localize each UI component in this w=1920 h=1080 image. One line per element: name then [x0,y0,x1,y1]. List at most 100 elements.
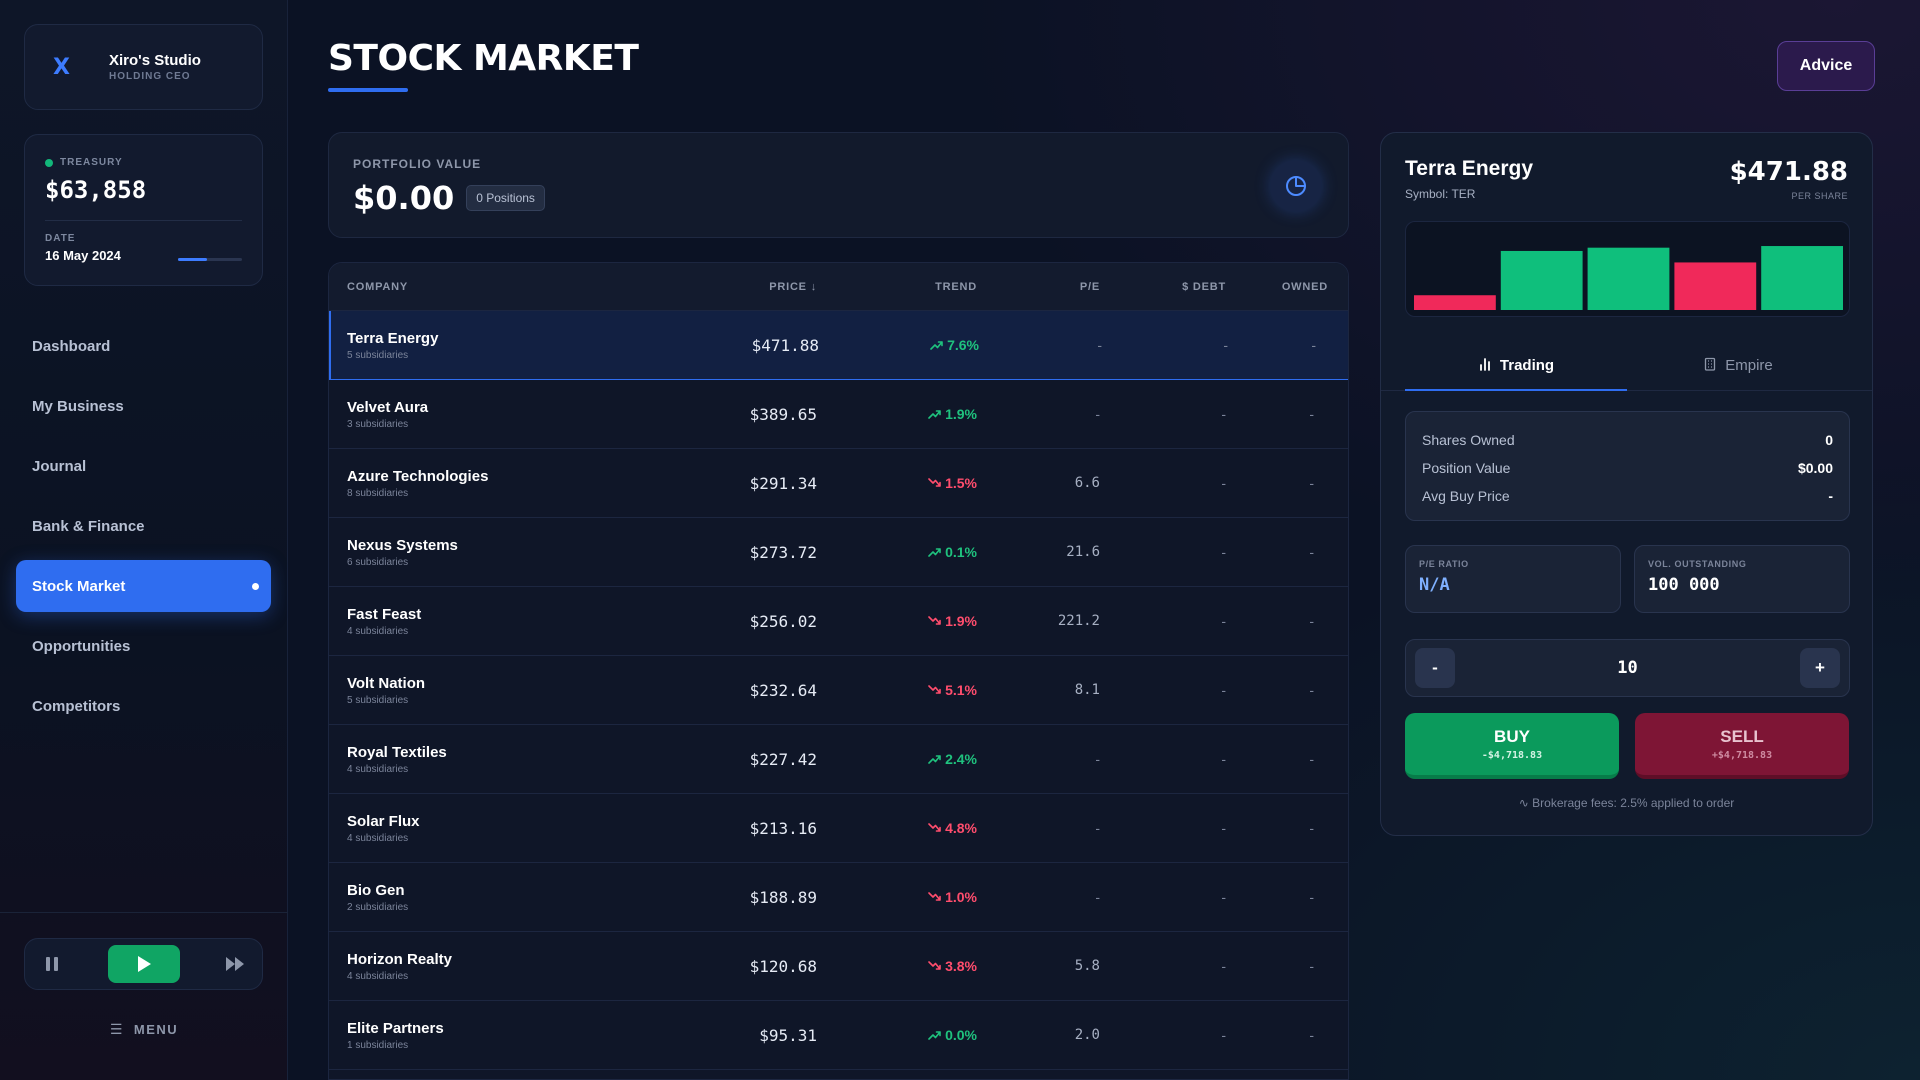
stat-label: Position Value [1422,460,1511,476]
sidebar-item-label: Bank & Finance [32,517,145,535]
tab-empire[interactable]: Empire [1627,341,1849,390]
brokerage-fees-note: ∿ Brokerage fees: 2.5% applied to order [1381,796,1872,810]
sidebar-item-label: Opportunities [32,637,131,655]
sidebar-item-my-business[interactable]: My Business [16,380,271,432]
activity-icon: ∿ [1518,796,1529,810]
studio-card[interactable]: X Xiro's Studio HOLDING CEO [24,24,263,110]
sidebar-item-opportunities[interactable]: Opportunities [16,620,271,672]
stat-row: Shares Owned 0 [1422,426,1833,454]
price-cell: $120.68 [749,956,817,976]
sell-button[interactable]: SELL +$4,718.83 [1635,713,1849,779]
treasury-card: TREASURY $63,858 DATE 16 May 2024 [24,134,263,286]
company-cell: Terra Energy 5 subsidiaries [331,330,711,361]
trend-cell: 0.1% [817,544,977,560]
table-header: COMPANY PRICE ↓ TREND P/E $ DEBT OWNED [329,263,1348,311]
tab-label: Trading [1499,357,1555,374]
sidebar-item-journal[interactable]: Journal [16,440,271,492]
studio-logo: X [53,54,70,80]
sidebar: X Xiro's Studio HOLDING CEO TREASURY $63… [0,0,288,1080]
trend-value: 1.9% [945,406,977,422]
pause-button[interactable] [31,945,73,983]
sidebar-item-label: Journal [32,457,87,475]
company-subsidiaries: 1 subsidiaries [347,1039,409,1051]
pe-cell: - [1095,751,1100,767]
date-value: 16 May 2024 [45,248,121,263]
price-header-label: PRICE [769,280,807,293]
table-row[interactable]: Fast Feast 4 subsidiaries $256.02 1.9% 221.… [329,587,1348,656]
trend-value: 7.6% [947,337,979,353]
col-header-owned[interactable]: OWNED [1281,280,1328,293]
pause-icon [46,957,58,971]
col-header-pe[interactable]: P/E [1079,280,1100,293]
trend-up-icon [928,1027,941,1043]
table-row[interactable]: Horizon Realty 4 subsidiaries $120.68 3.8%… [329,932,1348,1001]
trend-value: 2.4% [945,751,977,767]
owned-cell: - [1309,544,1314,560]
sidebar-item-label: Dashboard [32,337,111,355]
company-subsidiaries: 3 subsidiaries [347,418,409,430]
stat-row: Position Value $0.00 [1422,454,1833,482]
stat-row: Avg Buy Price - [1422,482,1833,510]
sell-label: SELL [1720,727,1764,746]
trend-cell: 1.9% [817,406,977,422]
hamburger-icon: ☰ [109,1021,124,1037]
decrement-button[interactable]: - [1415,648,1455,688]
company-subsidiaries: 5 subsidiaries [347,349,409,361]
company-subsidiaries: 4 subsidiaries [347,970,409,982]
table-row[interactable]: Elite Partners 1 subsidiaries $95.31 0.0% 2… [329,1001,1348,1070]
sidebar-item-competitors[interactable]: Competitors [16,680,271,732]
sort-down-icon: ↓ [810,280,817,293]
col-header-trend[interactable]: TREND [935,280,977,293]
sidebar-item-dashboard[interactable]: Dashboard [16,320,271,372]
detail-company-name: Terra Energy [1405,157,1533,180]
table-row[interactable]: Volt Nation 5 subsidiaries $232.64 5.1% 8.1… [329,656,1348,725]
advice-button[interactable]: Advice [1777,41,1875,91]
stock-table: COMPANY PRICE ↓ TREND P/E $ DEBT OWNED T… [328,262,1349,1080]
pie-chart-button[interactable] [1270,160,1322,212]
sidebar-bottom: ☰ MENU [0,912,288,1080]
table-row[interactable]: Nexus Systems 6 subsidiaries $273.72 0.1% 2… [329,518,1348,587]
debt-cell: - [1221,958,1226,974]
table-row[interactable]: Velvet Aura 3 subsidiaries $389.65 1.9% - - - [329,380,1348,449]
trend-cell: 1.5% [817,475,977,491]
table-row[interactable]: Azure Technologies 8 subsidiaries $291.34 … [329,449,1348,518]
pe-cell: - [1097,337,1102,353]
increment-button[interactable]: + [1800,648,1840,688]
trend-cell: 0.0% [817,1027,977,1043]
table-row[interactable]: Solar Flux 4 subsidiaries $213.16 4.8% - - - [329,794,1348,863]
table-row[interactable]: Terra Energy 5 subsidiaries $471.88 7.6% - -… [329,311,1348,380]
quantity-input[interactable] [1527,658,1728,678]
trend-up-icon [928,544,941,560]
company-name: Volt Nation [347,674,426,692]
owned-cell: - [1309,958,1314,974]
trend-cell: 3.8% [817,958,977,974]
pe-cell: 6.6 [1074,475,1100,491]
menu-button[interactable]: ☰ MENU [0,1021,288,1038]
company-name: Solar Flux [347,812,420,830]
trend-value: 0.1% [945,544,977,560]
company-cell: Nexus Systems 6 subsidiaries [329,537,709,568]
sidebar-item-bank-finance[interactable]: Bank & Finance [16,500,271,552]
col-header-price[interactable]: PRICE ↓ [709,281,817,293]
col-header-company[interactable]: COMPANY [347,280,409,293]
sidebar-item-stock-market[interactable]: Stock Market [16,560,271,612]
tab-label: Empire [1725,357,1773,374]
company-cell: Azure Technologies 8 subsidiaries [329,468,709,499]
portfolio-value: $0.00 [353,179,455,217]
table-row[interactable]: Bio Gen 2 subsidiaries $188.89 1.0% - - - [329,863,1348,932]
debt-cell: - [1221,682,1226,698]
candle-bar [1587,247,1670,310]
fast-forward-button[interactable] [214,945,256,983]
company-subsidiaries: 5 subsidiaries [347,694,409,706]
treasury-value: $63,858 [45,176,147,204]
menu-label: MENU [133,1022,179,1037]
col-header-debt[interactable]: $ DEBT [1100,281,1226,293]
tab-trading[interactable]: Trading [1405,341,1627,391]
buy-button[interactable]: BUY -$4,718.83 [1405,713,1619,779]
table-row[interactable]: Royal Textiles 4 subsidiaries $227.42 2.4%… [329,725,1348,794]
play-button[interactable] [107,945,180,983]
debt-cell: - [1223,337,1228,353]
company-cell: Horizon Realty 4 subsidiaries [329,951,709,982]
trend-value: 4.8% [945,820,977,836]
candle-bar [1761,246,1843,310]
